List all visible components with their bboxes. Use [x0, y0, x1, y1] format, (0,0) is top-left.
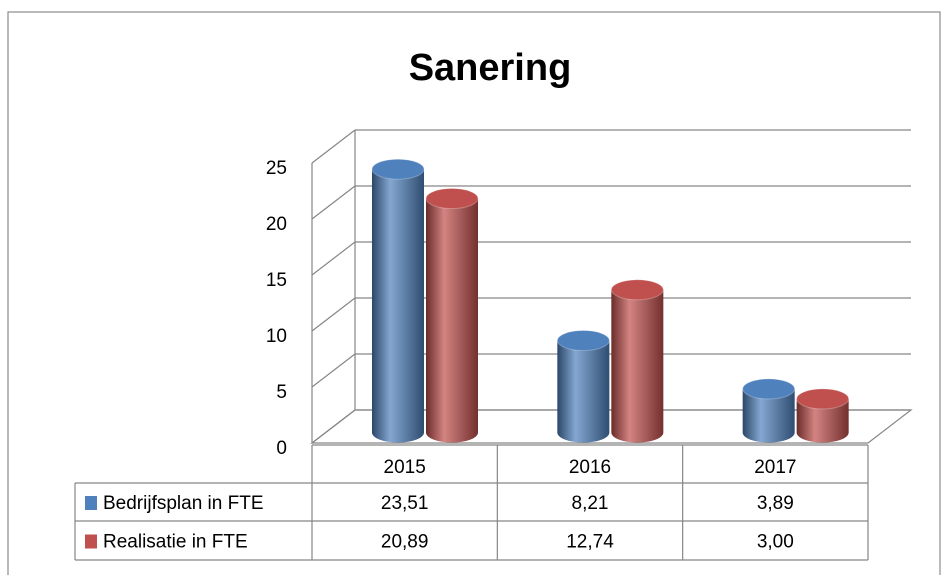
y-tick-label: 10 — [266, 326, 287, 347]
grid-line-side — [311, 409, 356, 444]
grid-line-side — [311, 241, 356, 276]
grid-line-side — [311, 129, 356, 164]
data-label: 20,89 — [381, 532, 429, 553]
legend-label: Bedrijfsplan in FTE — [103, 493, 264, 514]
data-label: 8,21 — [572, 493, 609, 514]
bar — [796, 388, 850, 443]
data-label: 23,51 — [381, 493, 429, 514]
y-tick-label: 0 — [276, 438, 287, 459]
grid-line-side — [311, 353, 356, 388]
y-tick-label: 25 — [266, 158, 287, 179]
chart-title: Sanering — [409, 47, 572, 89]
legend-label: Realisatie in FTE — [103, 532, 248, 553]
bar — [556, 330, 610, 443]
data-label: 12,74 — [566, 532, 614, 553]
x-tick-label: 2016 — [569, 457, 611, 478]
y-tick-label: 20 — [266, 214, 287, 235]
x-tick-label: 2017 — [754, 457, 796, 478]
grid-line-side — [311, 297, 356, 332]
grid-line-side — [311, 185, 356, 220]
x-tick-label: 2015 — [384, 457, 426, 478]
y-tick-label: 15 — [266, 270, 287, 291]
bar — [610, 279, 664, 443]
legend-swatch — [85, 496, 97, 510]
data-label: 3,00 — [757, 532, 794, 553]
bar — [742, 378, 796, 443]
legend-swatch — [85, 534, 97, 549]
y-tick-label: 5 — [276, 382, 287, 403]
bar — [425, 188, 479, 443]
bar — [371, 158, 425, 443]
data-label: 3,89 — [757, 493, 794, 514]
